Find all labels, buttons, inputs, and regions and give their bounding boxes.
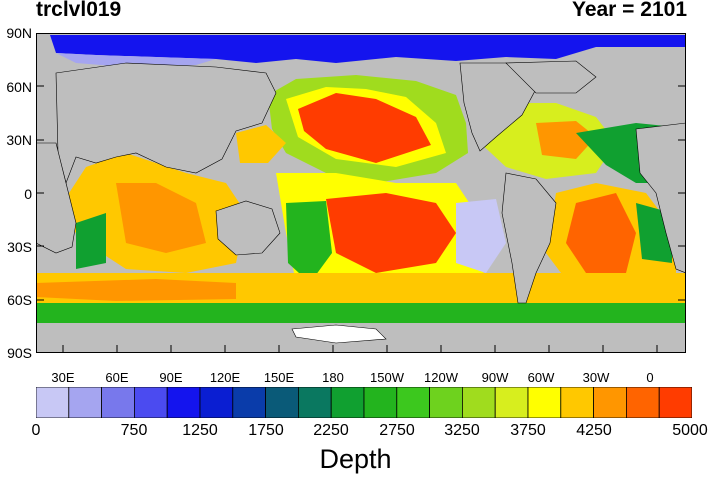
lon-label-120e: 120E <box>209 370 241 385</box>
lat-label-0: 0 <box>24 186 32 202</box>
australia-landmass <box>215 200 281 256</box>
colorbar-label-2250: 2250 <box>313 422 349 439</box>
colorbar-swatch <box>297 387 332 418</box>
colorbar-label-1750: 1750 <box>248 422 284 439</box>
map-title: trclvl019 <box>36 0 122 21</box>
arctic-shelf <box>56 53 216 67</box>
arctic-ocean <box>50 35 686 63</box>
lon-label-0: 0 <box>646 370 654 385</box>
south-america-landmass <box>501 172 557 304</box>
lon-label-60e: 60E <box>105 370 129 385</box>
colorbar-swatch <box>494 387 529 418</box>
lon-label-150w: 150W <box>370 370 404 385</box>
mozambique-channel <box>76 213 106 269</box>
colorbar-label-750: 750 <box>120 422 148 439</box>
colorbar-swatch <box>232 387 267 418</box>
colorbar-swatch <box>166 387 201 418</box>
ocean-depth-map <box>36 33 686 353</box>
greenland-landmass <box>505 60 597 94</box>
lat-label-60n: 60N <box>6 79 32 95</box>
colorbar-swatch <box>363 387 398 418</box>
lon-label-90w: 90W <box>481 370 509 385</box>
colorbar-swatch <box>199 387 234 418</box>
colorbar-swatch <box>396 387 430 418</box>
colorbar-label-2750: 2750 <box>379 422 415 439</box>
lon-label-150e: 150E <box>263 370 295 385</box>
colorbar-swatch <box>101 387 135 418</box>
lon-label-180: 180 <box>322 370 344 385</box>
lon-label-30e: 30E <box>51 370 75 385</box>
africa-west-landmass <box>635 122 686 274</box>
colorbar-swatch <box>68 387 102 418</box>
indian-ocean-mid <box>116 183 206 253</box>
lat-label-60s: 60S <box>7 292 32 308</box>
southwest-pacific <box>286 201 332 283</box>
africa-landmass <box>36 142 77 254</box>
eurasia-landmass <box>55 62 277 184</box>
philippine-sea <box>236 125 286 163</box>
colorbar-swatch <box>658 387 692 418</box>
colorbar-swatch <box>527 387 562 418</box>
lat-label-30s: 30S <box>7 239 32 255</box>
east-pacific-rise <box>456 199 506 273</box>
lat-label-30n: 30N <box>6 132 32 148</box>
colorbar-swatch <box>134 387 168 418</box>
lon-label-30w: 30W <box>582 370 610 385</box>
lon-ticks <box>62 345 658 353</box>
colorbar-label-5000: 5000 <box>672 422 708 439</box>
lon-label-60w: 60W <box>527 370 555 385</box>
colorbar-swatch <box>265 387 299 418</box>
south-atlantic-deep <box>566 193 636 273</box>
colorbar-swatch <box>560 387 594 418</box>
lat-label-90s: 90S <box>7 345 32 361</box>
southern-ocean-inner <box>36 303 686 323</box>
southern-ocean-indian <box>36 279 236 301</box>
lon-label-90e: 90E <box>159 370 183 385</box>
lat-label-90n: 90N <box>6 25 32 41</box>
colorbar-swatch <box>461 387 496 418</box>
colorbar-label-0: 0 <box>31 422 41 439</box>
colorbar-title: Depth <box>319 444 392 474</box>
colorbar-label-1250: 1250 <box>182 422 218 439</box>
lon-label-120w: 120W <box>424 370 458 385</box>
colorbar-swatch <box>330 387 365 418</box>
depth-colorbar <box>36 387 692 418</box>
north-atlantic-deep <box>536 121 596 159</box>
colorbar-label-4250: 4250 <box>576 422 612 439</box>
ross-ice-shelf <box>291 324 387 344</box>
colorbar-label-3750: 3750 <box>510 422 546 439</box>
south-pacific-deep <box>326 193 456 273</box>
colorbar-swatch <box>626 387 660 418</box>
north-pacific-deep <box>298 93 431 163</box>
colorbar-label-3250: 3250 <box>444 422 480 439</box>
colorbar-swatch <box>593 387 627 418</box>
colorbar-swatch <box>429 387 463 418</box>
year-label: Year = 2101 <box>571 0 687 21</box>
colorbar-swatch <box>36 387 70 418</box>
lat-ticks <box>36 33 686 301</box>
